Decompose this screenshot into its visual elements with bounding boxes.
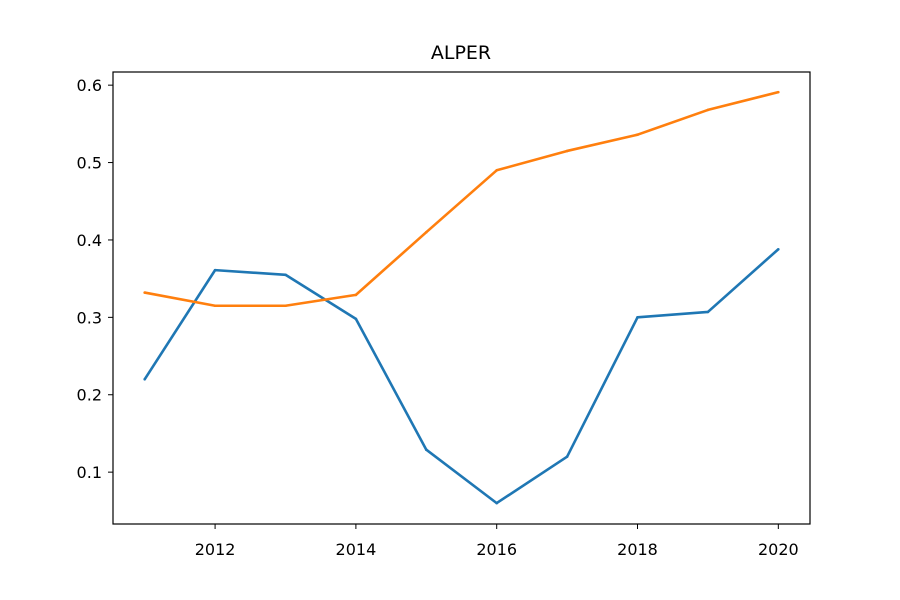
y-tick-label: 0.5 (77, 154, 102, 173)
y-tick-label: 0.3 (77, 308, 102, 327)
series-1-point (777, 247, 780, 251)
y-tick-label: 0.6 (77, 76, 102, 95)
series-1-point (213, 268, 217, 272)
series-1-point (636, 316, 639, 319)
series-1-point (143, 377, 146, 381)
series-1-point (354, 317, 358, 321)
series-line-2 (144, 90, 779, 308)
series-2-point (636, 133, 639, 136)
x-tick-label: 2020 (758, 540, 799, 559)
series-2-point (284, 304, 287, 308)
series-2-point (706, 108, 710, 112)
series-2-point (565, 149, 569, 153)
y-tick-label: 0.4 (77, 231, 102, 250)
x-tick-label: 2012 (195, 540, 236, 559)
series-2-point (495, 168, 499, 172)
series-line-1 (143, 248, 780, 505)
series-2-point (354, 293, 358, 297)
chart-title: ALPER (431, 42, 491, 64)
x-tick-label: 2016 (476, 540, 517, 559)
x-tick-label: 2018 (617, 540, 658, 559)
ticks-layer: 2012 2014 2016 2018 2020 0.1 0.2 0.3 0.4 0.5 0.6 (77, 76, 799, 559)
series-1-point (565, 455, 569, 458)
series-2-point (777, 90, 780, 94)
series-1-point (706, 310, 710, 314)
series-1-point (424, 448, 428, 451)
x-tick-label: 2014 (336, 540, 377, 559)
series-1-point (284, 273, 287, 277)
series-1-point (495, 501, 499, 505)
series-2-point (143, 291, 146, 294)
plot-frame (112, 71, 811, 525)
y-tick-label: 0.1 (77, 463, 102, 482)
y-tick-label: 0.2 (77, 386, 102, 405)
series-2-point (213, 304, 217, 308)
series-2-point (424, 230, 428, 234)
series-layer (143, 90, 780, 505)
